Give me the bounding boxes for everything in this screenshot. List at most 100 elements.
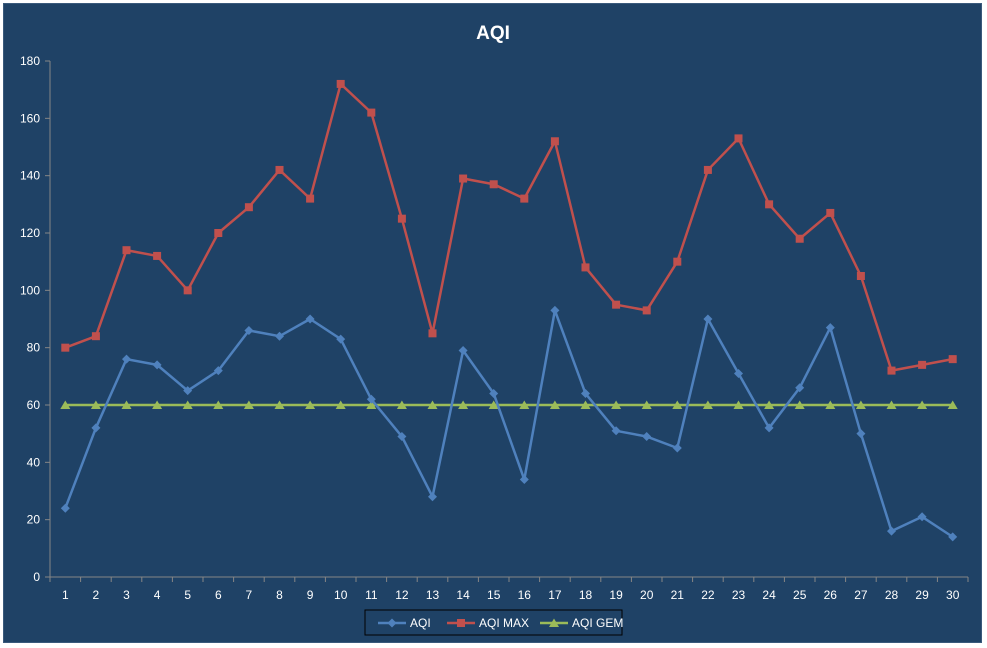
x-tick-label: 13 (426, 588, 440, 602)
data-point-aqi (213, 366, 223, 376)
data-point-aqi (795, 383, 805, 393)
data-point-aqi-gem (947, 400, 958, 409)
y-tick-label: 60 (27, 398, 41, 412)
data-point-aqi-gem (121, 400, 132, 409)
x-tick-label: 23 (732, 588, 746, 602)
data-point-aqi-max (703, 165, 712, 174)
data-point-aqi (703, 314, 713, 324)
data-point-aqi (825, 323, 835, 333)
chart-area (3, 3, 982, 643)
data-point-aqi-max (122, 246, 131, 255)
data-point-aqi-max (153, 251, 162, 260)
x-tick-label: 19 (609, 588, 623, 602)
data-point-aqi-gem (213, 400, 224, 409)
data-point-aqi-gem (366, 400, 377, 409)
x-tick-label: 17 (548, 588, 562, 602)
data-point-aqi-gem (917, 400, 928, 409)
data-point-aqi-max (367, 108, 376, 117)
data-point-aqi (152, 360, 162, 370)
data-point-aqi (183, 386, 193, 396)
y-tick-label: 180 (20, 54, 40, 68)
legend-marker-aqi (387, 618, 397, 628)
y-tick-label: 0 (33, 570, 40, 584)
data-point-aqi (91, 423, 101, 433)
data-point-aqi-max (459, 174, 468, 183)
data-point-aqi-max (856, 272, 865, 280)
data-point-aqi (764, 423, 774, 433)
x-tick-label: 21 (671, 588, 685, 602)
data-point-aqi-gem (580, 400, 591, 409)
data-point-aqi-max (428, 329, 437, 338)
data-point-aqi-gem (886, 400, 897, 409)
data-point-aqi-gem (90, 400, 101, 409)
data-point-aqi-max (795, 234, 804, 243)
data-point-aqi-max (918, 360, 927, 369)
data-point-aqi-max (612, 300, 621, 309)
data-point-aqi (244, 325, 254, 335)
x-tick-label: 20 (640, 588, 654, 602)
y-tick-label: 160 (20, 111, 40, 125)
x-tick-label: 8 (276, 588, 283, 602)
y-tick-label: 140 (20, 169, 40, 183)
data-point-aqi (519, 475, 529, 485)
data-point-aqi (458, 346, 468, 356)
data-point-aqi (856, 429, 866, 439)
x-tick-label: 15 (487, 588, 501, 602)
data-point-aqi (336, 334, 346, 344)
x-tick-label: 24 (762, 588, 776, 602)
data-point-aqi-gem (794, 400, 805, 409)
x-tick-label: 27 (854, 588, 868, 602)
x-tick-label: 29 (915, 588, 929, 602)
data-point-aqi-gem (274, 400, 285, 409)
legend-box (364, 609, 623, 636)
x-tick-label: 14 (456, 588, 470, 602)
x-tick-label: 10 (334, 588, 348, 602)
y-tick-label: 20 (27, 513, 41, 527)
data-point-aqi (366, 394, 376, 404)
x-tick-label: 2 (93, 588, 100, 602)
data-point-aqi-max (550, 137, 559, 146)
data-point-aqi (397, 432, 407, 442)
data-point-aqi-max (642, 306, 651, 315)
series-line-aqi (64, 309, 954, 538)
data-point-aqi-gem (611, 400, 622, 409)
data-point-aqi-max (336, 79, 345, 88)
series-aqi (60, 305, 958, 542)
data-point-aqi-gem (396, 400, 407, 409)
data-point-aqi-max (275, 165, 284, 174)
x-tick-label: 30 (946, 588, 960, 602)
data-point-aqi-gem (335, 400, 346, 409)
series-aqi-gem (60, 400, 958, 409)
y-tick-label: 120 (20, 226, 40, 240)
data-point-aqi-max (673, 257, 682, 266)
data-point-aqi-max (306, 194, 315, 203)
data-point-aqi-gem (641, 400, 652, 409)
data-point-aqi-gem (488, 400, 499, 409)
series-line-aqi-max (64, 82, 953, 372)
x-tick-label: 25 (793, 588, 807, 602)
legend-marker-aqi-max (457, 619, 465, 627)
data-point-aqi (122, 354, 131, 364)
data-point-aqi-max (489, 180, 498, 189)
legend-label-aqi: AQI (410, 616, 431, 630)
chart-title: AQI (476, 23, 510, 44)
data-point-aqi-max (581, 263, 590, 272)
data-point-aqi-max (520, 194, 529, 203)
x-tick-label: 26 (824, 588, 838, 602)
x-tick-label: 3 (123, 588, 130, 602)
data-point-aqi-gem (733, 400, 744, 409)
x-tick-label: 1 (62, 588, 69, 602)
x-tick-label: 9 (307, 588, 314, 602)
data-point-aqi-gem (855, 400, 866, 409)
x-tick-label: 18 (579, 588, 593, 602)
data-point-aqi (489, 389, 499, 399)
data-point-aqi-gem (549, 400, 560, 409)
data-point-aqi-gem (243, 400, 254, 409)
legend-label-aqi-gem: AQI GEM (572, 616, 623, 630)
data-point-aqi-max (765, 200, 774, 209)
y-tick-label: 80 (27, 341, 41, 355)
x-tick-label: 6 (215, 588, 222, 602)
data-point-aqi (60, 503, 70, 513)
y-tick-label: 100 (20, 283, 40, 297)
